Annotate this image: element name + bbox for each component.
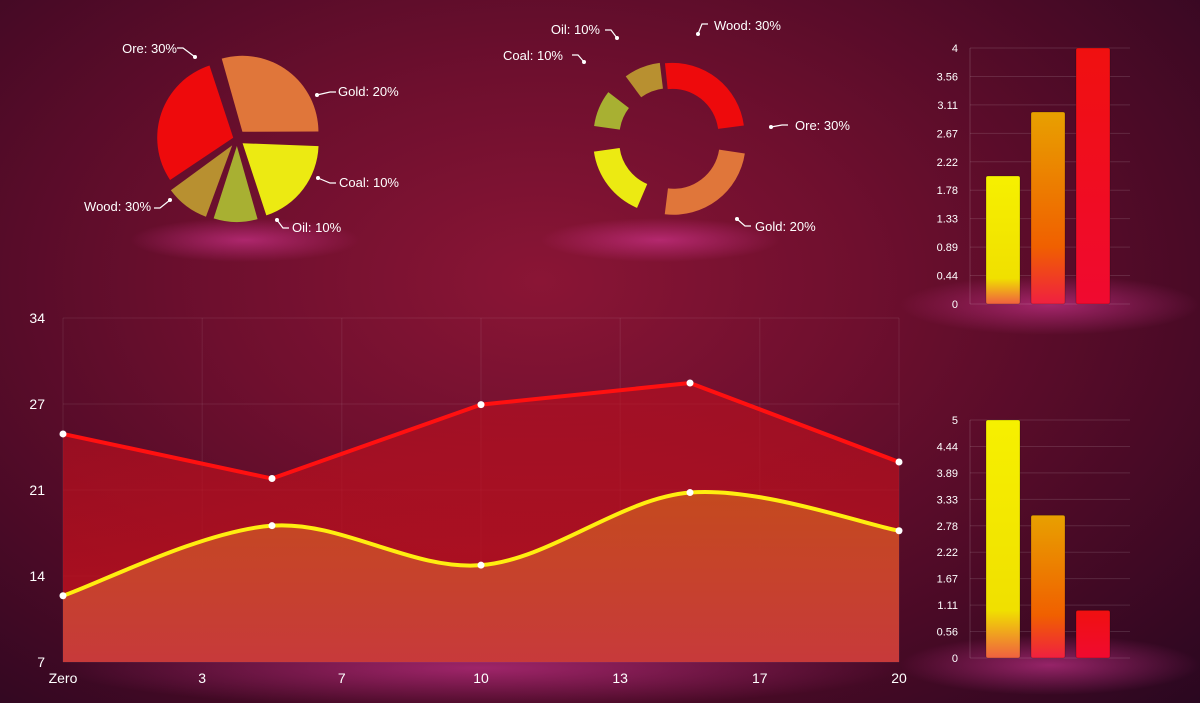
bar-chart-top: 0 0.44 0.89 1.33 1.78 2.22 2.67 3.11 3.56 4: [937, 43, 1130, 311]
pie-label-leader: [316, 91, 336, 96]
donut-label-leader: [605, 29, 618, 39]
y-tick-label: 3.11: [937, 100, 958, 112]
pie-label-leader: [177, 47, 196, 58]
y-tick-label: 27: [29, 396, 45, 412]
y-tick-label: 7: [37, 654, 45, 670]
donut-slice-gold: [593, 147, 648, 208]
pie-slice-coal: [213, 145, 258, 222]
donut-slice-wood: [664, 62, 744, 129]
x-tick-label: 20: [891, 670, 907, 686]
pie-label-leader: [276, 219, 289, 229]
x-tick-label: 17: [752, 670, 768, 686]
pie-label-coal: Coal: 10%: [339, 175, 399, 190]
y-tick-label: 2.67: [937, 128, 958, 140]
y-tick-label: 0.56: [937, 627, 958, 639]
donut-slice-ore: [664, 149, 745, 215]
pie-chart: Ore: 30% Gold: 20% Coal: 10% Oil: 10% Wood: …: [84, 41, 399, 235]
y-tick-label: 0: [952, 299, 958, 311]
y-tick-label: 1.11: [937, 600, 958, 612]
y-tick-label: 1.67: [937, 574, 958, 586]
y-tick-label: 3.89: [937, 468, 958, 480]
series-1-point: [477, 401, 485, 409]
series-2-point: [895, 527, 903, 535]
donut-label-leader: [697, 23, 708, 35]
pie-slice-gold: [242, 143, 319, 216]
donut-label-leader: [770, 124, 788, 128]
pie-label-oil: Oil: 10%: [292, 220, 342, 235]
pie-glow: [130, 218, 360, 262]
donut-slice-coal: [594, 92, 629, 130]
pie-label-leader: [154, 199, 171, 209]
y-tick-label: 2.22: [937, 157, 958, 169]
series-2-point: [59, 592, 67, 600]
x-tick-label: 7: [338, 670, 346, 686]
pie-slice-wood: [157, 65, 234, 180]
y-tick-label: 0.89: [937, 242, 958, 254]
donut-label-ore: Ore: 30%: [795, 118, 850, 133]
y-tick-label: 3.56: [937, 71, 958, 83]
pie-slice-ore: [221, 55, 319, 132]
series-1-point: [59, 430, 67, 438]
bar-2: [1030, 514, 1066, 659]
bar-1: [985, 175, 1021, 305]
donut-label-oil: Oil: 10%: [551, 22, 601, 37]
series-2-area: [63, 491, 899, 662]
pie-slice-oil: [170, 145, 233, 217]
donut-label-gold: Gold: 20%: [755, 219, 816, 234]
donut-label-coal: Coal: 10%: [503, 48, 563, 63]
y-tick-label: 21: [29, 482, 45, 498]
y-tick-label: 34: [29, 310, 45, 326]
donut-chart: Wood: 30% Ore: 30% Gold: 20% Coal: 10% Oil: …: [503, 18, 850, 234]
donut-label-wood: Wood: 30%: [714, 18, 781, 33]
y-tick-label: 1.33: [937, 214, 958, 226]
bar-chart-bottom: 0 0.56 1.11 1.67 2.22 2.78 3.33 3.89 4.44 5: [937, 415, 1130, 665]
y-tick-label: 4.44: [937, 441, 958, 453]
series-2-point: [268, 522, 276, 530]
y-tick-label: 1.78: [937, 185, 958, 197]
y-tick-label: 5: [952, 415, 958, 427]
donut-glow: [540, 218, 780, 262]
bar-2: [1030, 111, 1066, 305]
y-tick-label: 3.33: [937, 494, 958, 506]
series-2-point: [477, 561, 485, 569]
bar2-glow: [900, 635, 1200, 695]
pie-label-gold: Gold: 20%: [338, 84, 399, 99]
series-1-point: [895, 458, 903, 466]
bar-3: [1075, 609, 1111, 659]
y-tick-label: 0: [952, 653, 958, 665]
x-tick-label: 3: [198, 670, 206, 686]
pie-label-wood: Wood: 30%: [84, 199, 151, 214]
x-tick-label: 13: [612, 670, 628, 686]
y-tick-label: 4: [952, 43, 958, 55]
y-tick-label: 2.78: [937, 521, 958, 533]
x-tick-label: Zero: [49, 670, 78, 686]
bar-1: [985, 419, 1021, 659]
x-tick-label: 10: [473, 670, 489, 686]
bar1-glow: [900, 275, 1200, 335]
series-1-point: [686, 379, 694, 387]
y-tick-label: 0.44: [937, 271, 958, 283]
pie-label-ore: Ore: 30%: [122, 41, 177, 56]
donut-label-leader: [736, 218, 751, 227]
donut-label-leader: [572, 54, 585, 63]
pie-label-leader: [317, 177, 336, 184]
series-2-point: [686, 489, 694, 497]
y-tick-label: 14: [29, 568, 45, 584]
y-tick-label: 2.22: [937, 547, 958, 559]
series-1-point: [268, 475, 276, 483]
bar-3: [1075, 47, 1111, 305]
donut-slice-oil: [625, 62, 663, 98]
area-chart: Zero 3 7 10 13 17 20 7 14 21 27 34: [29, 310, 907, 686]
